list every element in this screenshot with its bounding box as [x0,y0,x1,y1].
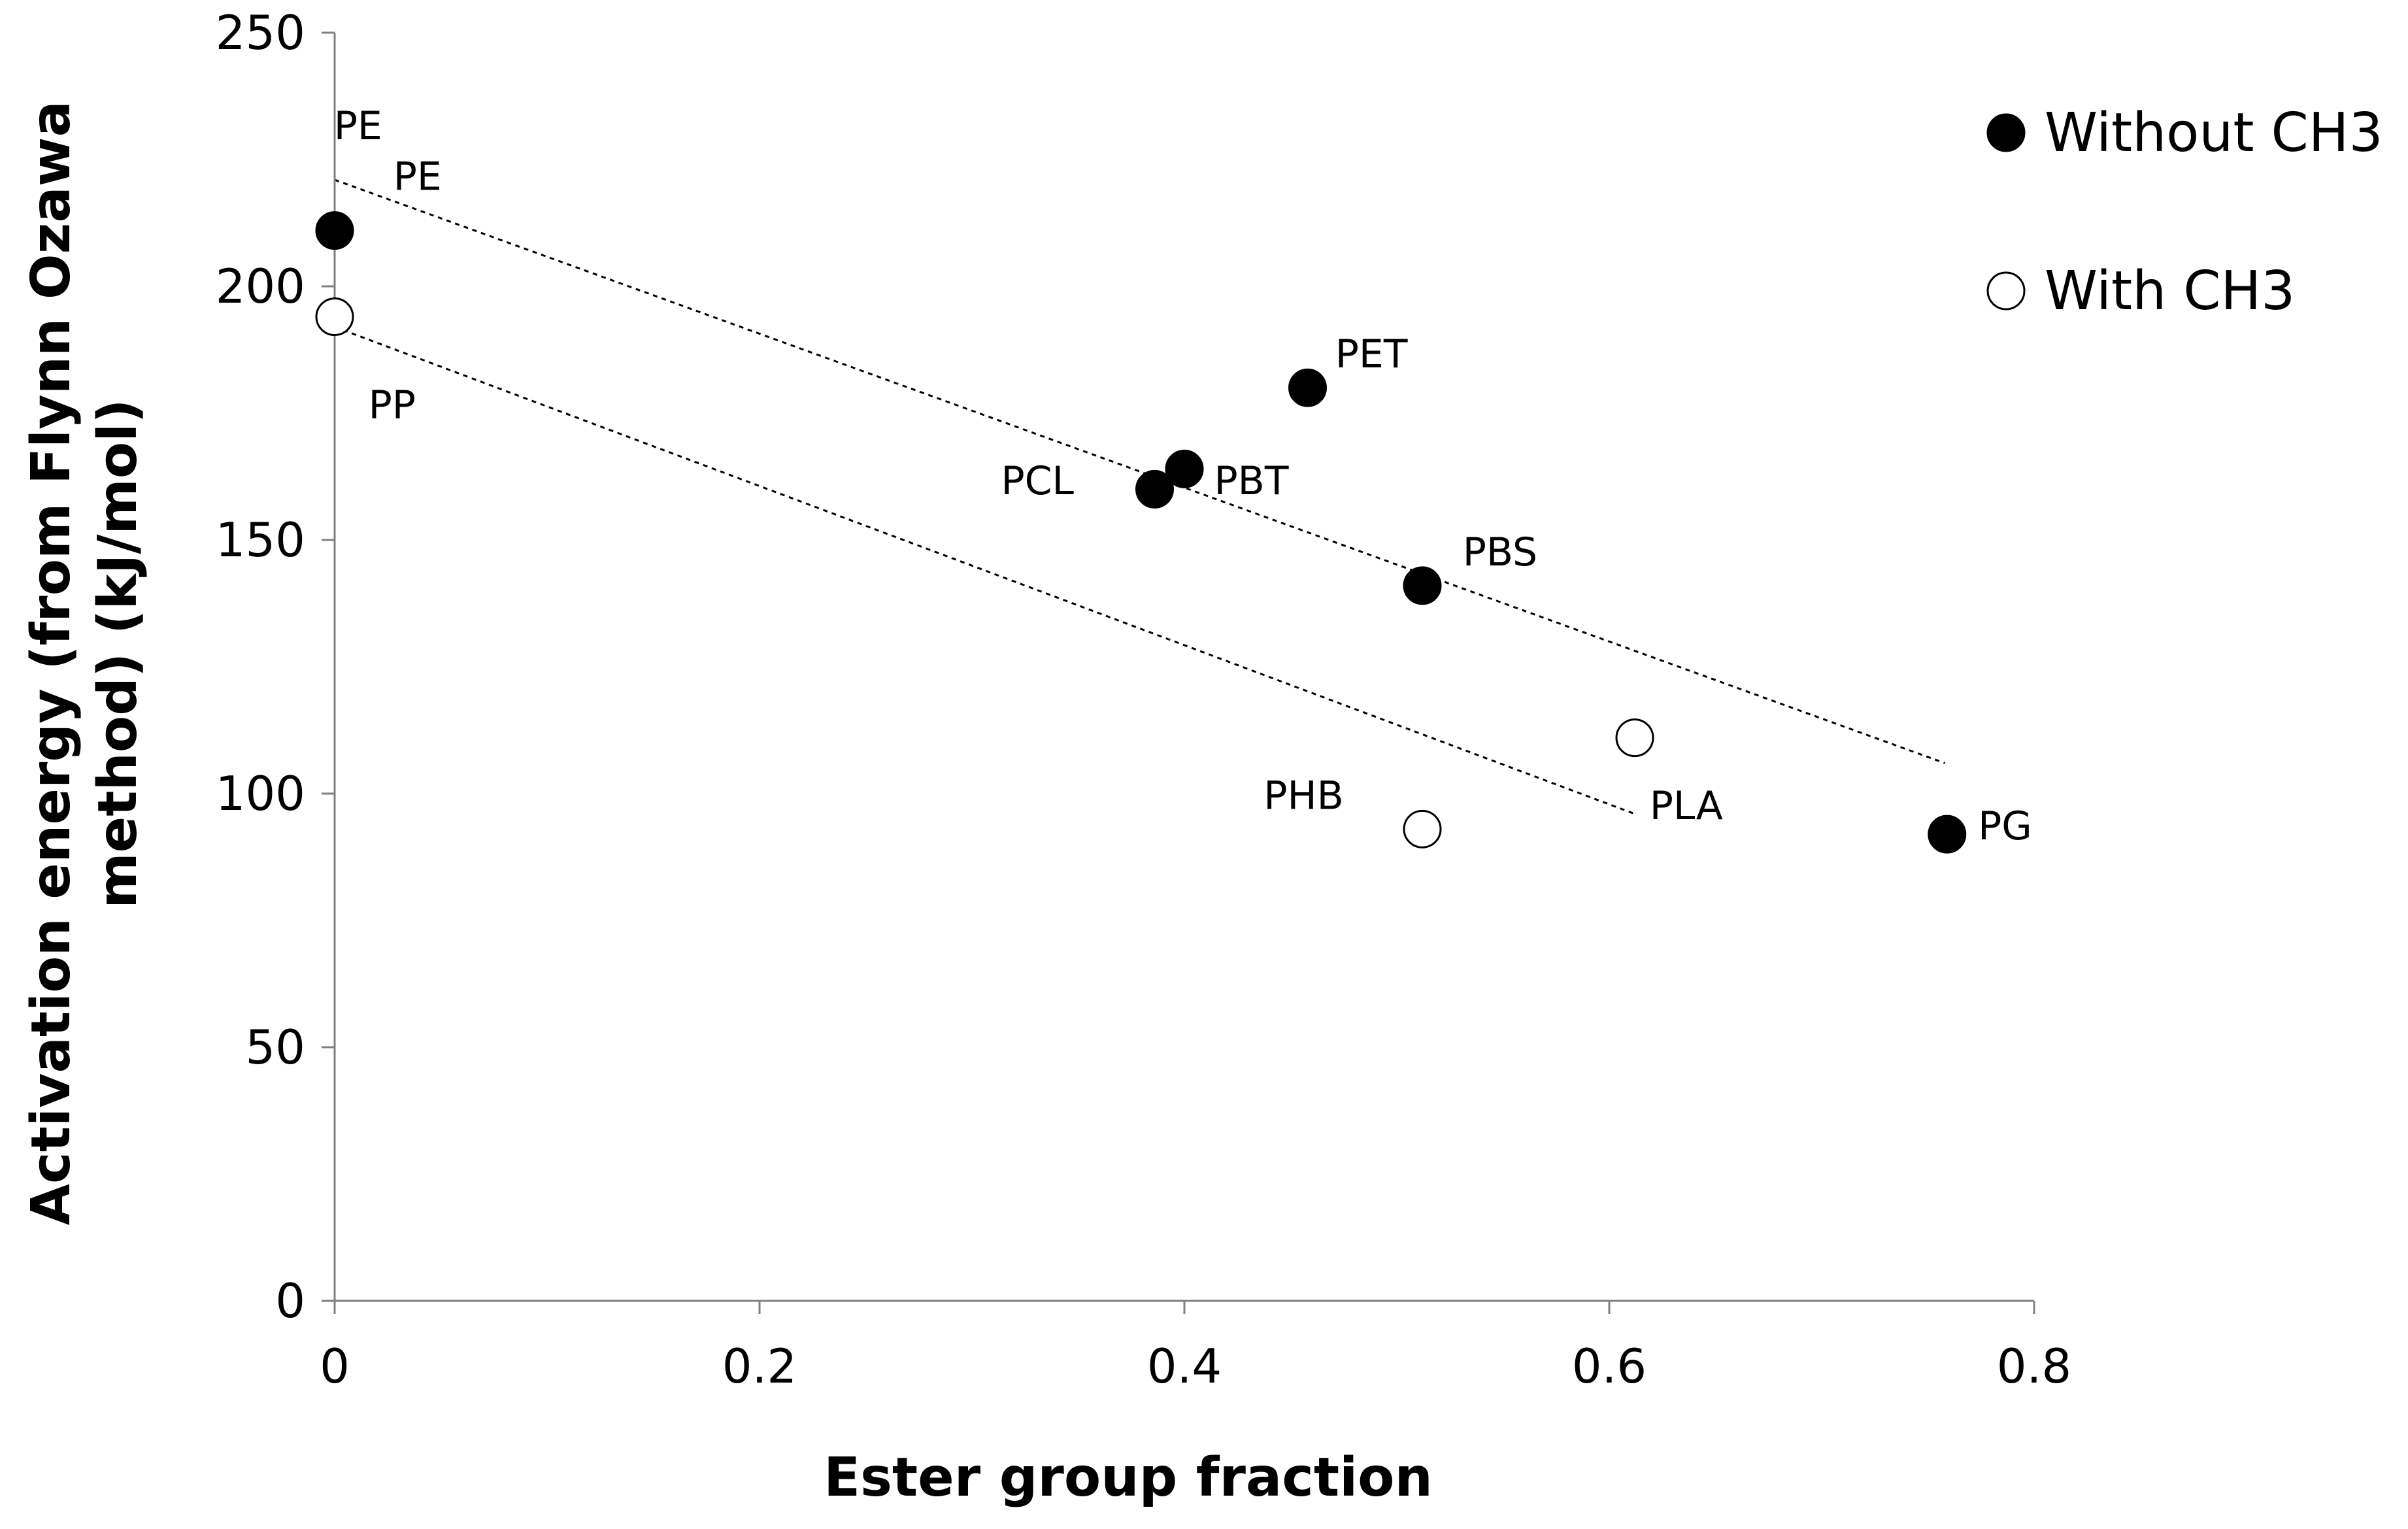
point-label-pe: PE [334,103,382,149]
legend-marker-with-ch3 [1986,271,2026,311]
y-tick-label: 50 [245,1020,305,1075]
point-label-pg: PG [1978,803,2032,849]
x-tick-label: 0.4 [1147,1339,1222,1394]
y-axis-title-line-1: Activation energy (from Flynn Ozawa [20,101,82,1225]
x-axis-title: Ester group fraction [824,1447,1433,1509]
data-points [315,211,1967,854]
x-tick-label: 0 [320,1339,350,1394]
point-pla-with-ch3 [1615,718,1654,758]
point-pg-without-ch3 [1928,815,1967,854]
trendline-with-ch3 [334,326,1635,815]
point-label-pp: PP [369,382,416,428]
point-label-pbt: PBT [1214,458,1289,504]
point-pcl-without-ch3 [1135,469,1174,509]
point-label-pet: PET [1335,331,1408,377]
y-tick-label: 250 [216,5,305,60]
legend: Without CH3 With CH3 [1986,102,2383,322]
legend-marker-without-ch3 [1986,113,2026,152]
point-pp-with-ch3 [315,297,354,337]
trendline-without-ch3 [334,178,1946,764]
y-axis-title-line-2: method) (kJ/mol) [87,399,149,909]
x-tick-label: 0.8 [1997,1339,2072,1394]
legend-label-without-ch3: Without CH3 [2045,102,2383,164]
x-tick-label: 0.2 [722,1339,797,1394]
point-label-pbs: PBS [1463,529,1537,575]
axis-ticks: 0 50 100 150 200 250 0 0.2 0.4 0.6 0.8 [216,5,2072,1394]
y-tick-label: 100 [216,766,305,821]
point-label-pe: PE [393,154,442,200]
legend-label-with-ch3: With CH3 [2045,260,2295,322]
x-tick-label: 0.6 [1572,1339,1647,1394]
point-pbs-without-ch3 [1403,566,1442,605]
point-pbt-without-ch3 [1165,449,1204,488]
axes [333,33,2034,1302]
point-phb-with-ch3 [1403,809,1442,849]
y-tick-label: 150 [216,512,305,567]
point-pet-without-ch3 [1288,368,1327,407]
point-pe-without-ch3 [315,211,354,250]
y-tick-label: 200 [216,259,305,314]
y-tick-label: 0 [275,1273,305,1328]
point-label-pla: PLA [1650,783,1723,829]
y-axis-title: Activation energy (from Flynn Ozawa meth… [20,82,149,1226]
point-label-phb: PHB [1263,773,1343,818]
point-label-pcl: PCL [1001,458,1074,504]
trendlines [334,178,1946,815]
